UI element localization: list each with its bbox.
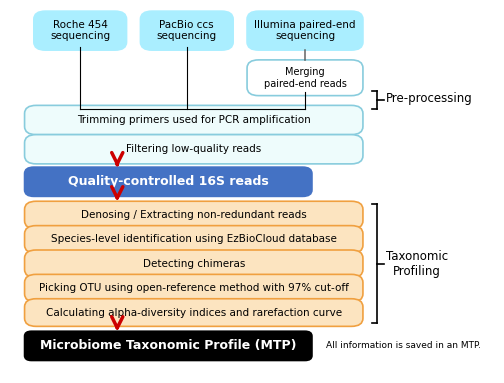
Text: Merging
paired-end reads: Merging paired-end reads bbox=[264, 67, 346, 88]
Text: PacBio ccs
sequencing: PacBio ccs sequencing bbox=[157, 20, 217, 41]
Text: Calculating alpha-diversity indices and rarefaction curve: Calculating alpha-diversity indices and … bbox=[46, 308, 342, 318]
FancyBboxPatch shape bbox=[25, 167, 312, 196]
FancyBboxPatch shape bbox=[25, 274, 363, 302]
FancyBboxPatch shape bbox=[25, 250, 363, 278]
FancyBboxPatch shape bbox=[25, 226, 363, 253]
Text: All information is saved in an MTP.: All information is saved in an MTP. bbox=[326, 341, 481, 350]
Text: Filtering low-quality reads: Filtering low-quality reads bbox=[126, 144, 262, 154]
FancyBboxPatch shape bbox=[247, 11, 363, 50]
Text: Taxonomic
Profiling: Taxonomic Profiling bbox=[386, 250, 448, 278]
FancyBboxPatch shape bbox=[247, 60, 363, 96]
Text: Pre-processing: Pre-processing bbox=[386, 92, 473, 105]
Text: Species-level identification using EzBioCloud database: Species-level identification using EzBio… bbox=[51, 234, 337, 244]
FancyBboxPatch shape bbox=[25, 331, 312, 360]
FancyBboxPatch shape bbox=[25, 105, 363, 135]
Text: Microbiome Taxonomic Profile (MTP): Microbiome Taxonomic Profile (MTP) bbox=[40, 339, 296, 352]
FancyBboxPatch shape bbox=[141, 11, 233, 50]
Text: Detecting chimeras: Detecting chimeras bbox=[143, 259, 245, 269]
FancyBboxPatch shape bbox=[25, 135, 363, 164]
Text: Picking OTU using open-reference method with 97% cut-off: Picking OTU using open-reference method … bbox=[39, 283, 349, 293]
Text: Quality-controlled 16S reads: Quality-controlled 16S reads bbox=[68, 175, 269, 188]
FancyBboxPatch shape bbox=[25, 299, 363, 326]
FancyBboxPatch shape bbox=[34, 11, 127, 50]
Text: Illumina paired-end
sequencing: Illumina paired-end sequencing bbox=[254, 20, 356, 41]
Text: Denosing / Extracting non-redundant reads: Denosing / Extracting non-redundant read… bbox=[81, 210, 306, 220]
FancyBboxPatch shape bbox=[25, 201, 363, 229]
Text: Trimming primers used for PCR amplification: Trimming primers used for PCR amplificat… bbox=[77, 115, 310, 125]
Text: Roche 454
sequencing: Roche 454 sequencing bbox=[50, 20, 110, 41]
